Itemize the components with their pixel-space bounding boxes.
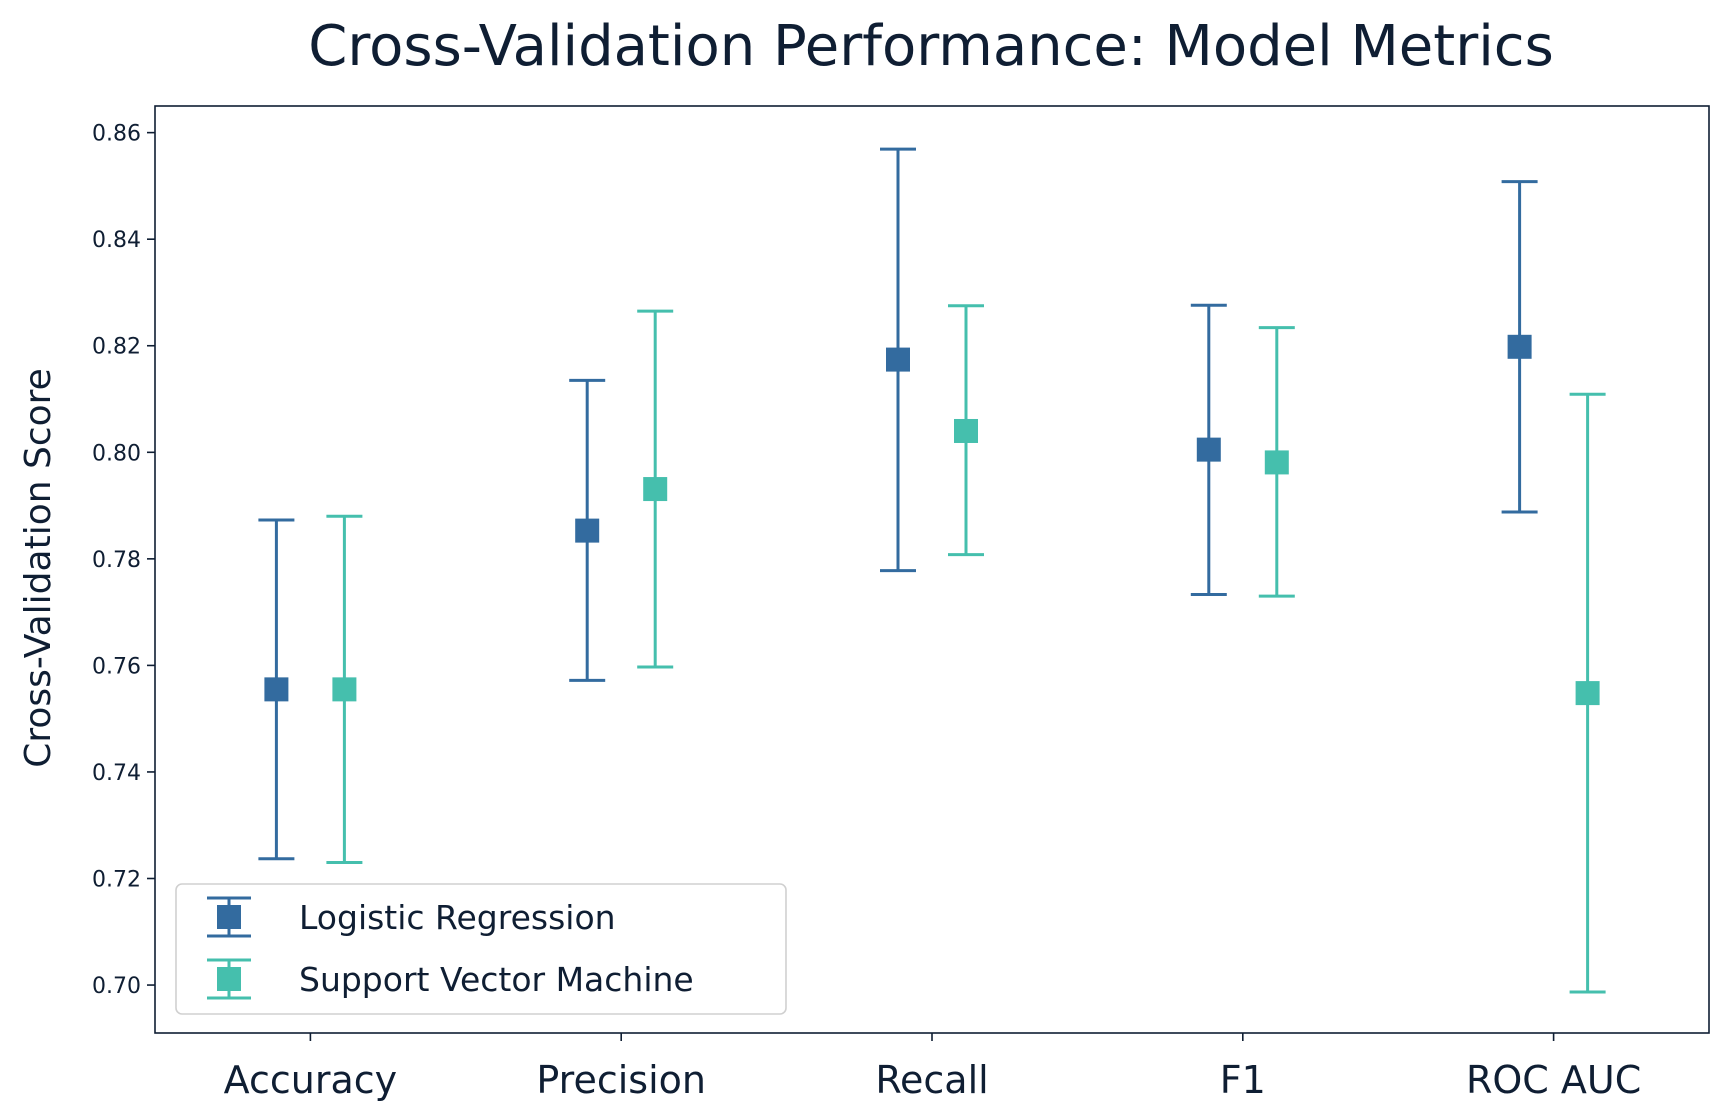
y-tick-label: 0.72 — [92, 868, 141, 893]
legend-logistic-regression-label: Logistic Regression — [299, 898, 616, 937]
y-tick-label: 0.84 — [92, 228, 141, 253]
legend-support-vector-machine-label: Support Vector Machine — [299, 960, 694, 999]
x-tick-label: Precision — [536, 1058, 706, 1102]
y-tick-label: 0.82 — [92, 335, 141, 360]
logistic-regression-point — [1507, 334, 1532, 359]
support-vector-machine-point — [643, 477, 668, 502]
legend: Logistic Regression Support Vector Machin… — [175, 883, 787, 1015]
x-tick-label: Accuracy — [224, 1058, 398, 1102]
logistic-regression-point — [264, 677, 289, 702]
y-tick-label: 0.70 — [92, 974, 141, 999]
support-vector-machine-point — [954, 418, 978, 443]
y-tick-label: 0.74 — [92, 761, 141, 786]
logistic-regression-point — [575, 518, 600, 543]
y-axis-title: Cross-Validation Score — [18, 368, 59, 768]
y-tick-label: 0.86 — [92, 122, 141, 147]
y-tick-label: 0.76 — [92, 654, 141, 679]
x-tick-label: F1 — [1220, 1058, 1266, 1102]
x-tick-label: ROC AUC — [1466, 1058, 1641, 1102]
y-tick-label: 0.80 — [92, 441, 141, 466]
y-tick-label: 0.78 — [92, 548, 141, 573]
plot-area: 0.70 0.72 0.74 0.76 0.78 0.80 0.82 0.84 0.86 Accu… — [92, 105, 1710, 1102]
support-vector-machine-point — [1575, 681, 1600, 706]
chart-title: Cross-Validation Performance: Model Metr… — [308, 14, 1554, 79]
legend-box — [175, 883, 787, 1015]
legend-logistic-regression-marker — [217, 905, 241, 929]
support-vector-machine-point — [332, 677, 357, 702]
support-vector-machine-point — [1264, 450, 1289, 475]
legend-support-vector-machine-marker — [217, 967, 241, 991]
x-tick-label: Recall — [875, 1058, 988, 1102]
logistic-regression-point — [1196, 437, 1221, 462]
logistic-regression-point — [886, 347, 910, 372]
